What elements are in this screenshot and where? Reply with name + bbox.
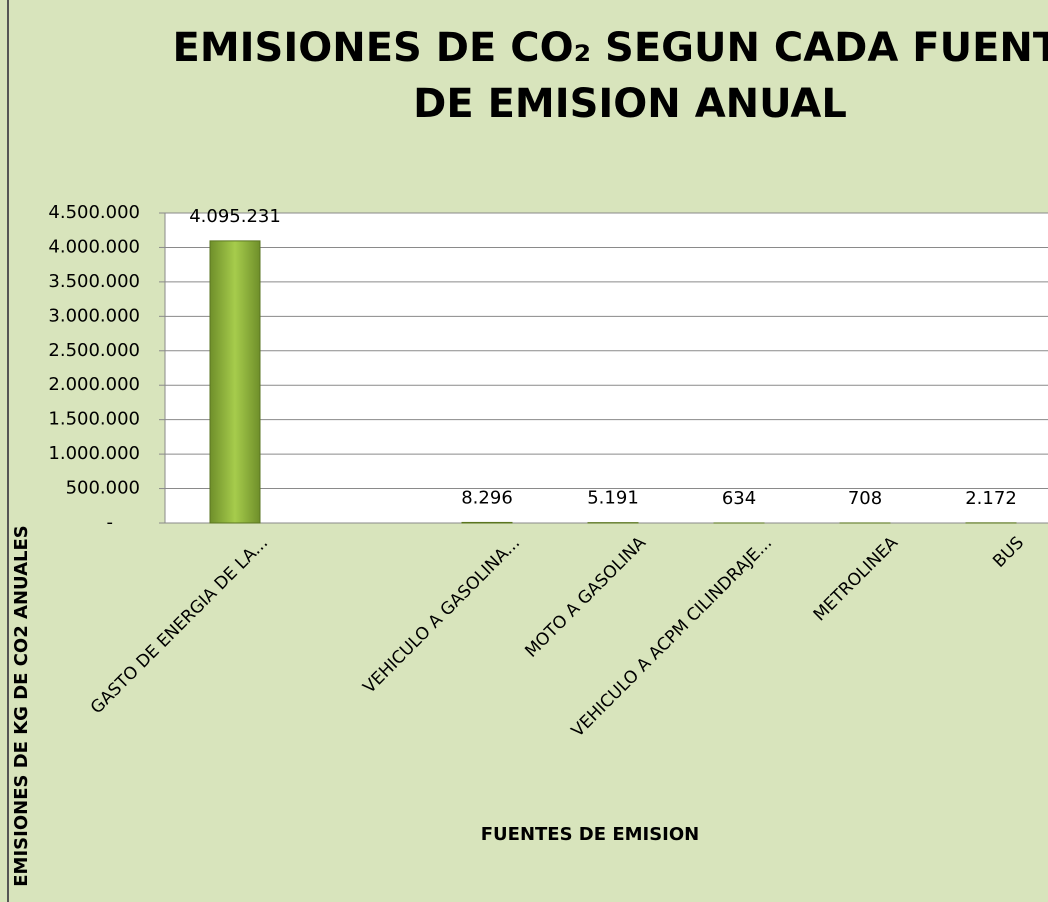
chart-title: EMISIONES DE CO₂ SEGUN CADA FUENTE	[173, 25, 1048, 71]
y-tick-label: 4.500.000	[48, 202, 140, 223]
data-label: 5.191	[587, 488, 639, 509]
y-tick-label: 3.500.000	[48, 271, 140, 292]
plot-area	[165, 213, 1048, 523]
data-label: 4.095.231	[189, 206, 281, 227]
bar	[461, 521, 513, 524]
data-label: 8.296	[461, 487, 513, 508]
y-tick-label: 1.500.000	[48, 409, 140, 430]
bar	[209, 240, 261, 524]
x-axis-title: FUENTES DE EMISION	[481, 824, 700, 845]
data-label: 634	[722, 488, 756, 509]
y-tick-label: 500.000	[66, 478, 140, 499]
y-tick-label: -	[107, 512, 114, 533]
y-tick-label: 1.000.000	[48, 443, 140, 464]
data-label: 2.172	[965, 488, 1017, 509]
y-tick-label: 4.000.000	[48, 236, 140, 257]
y-axis-title: EMISIONES DE KG DE CO2 ANUALES	[11, 525, 32, 886]
y-tick-label: 3.000.000	[48, 305, 140, 326]
y-tick-label: 2.500.000	[48, 340, 140, 361]
data-label: 708	[848, 488, 882, 509]
y-tick-label: 2.000.000	[48, 374, 140, 395]
chart-title: DE EMISION ANUAL	[413, 81, 847, 127]
